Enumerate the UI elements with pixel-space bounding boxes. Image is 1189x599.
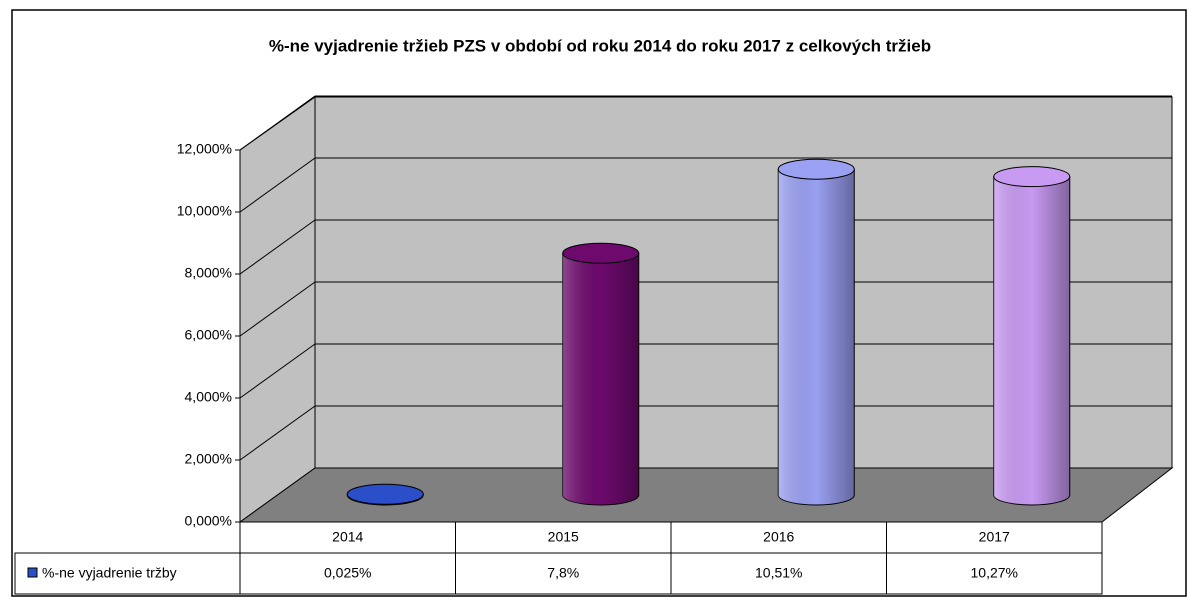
- x-tick-label: 2015: [548, 529, 579, 545]
- y-tick-label: 2,000%: [185, 451, 232, 467]
- grid-line: [239, 343, 316, 399]
- grid-line: [239, 95, 316, 151]
- y-tick-label: 0,000%: [185, 513, 232, 529]
- x-tick-label: 2016: [763, 529, 794, 545]
- grid-line: [239, 157, 316, 213]
- cylinder-top: [562, 242, 640, 264]
- cylinder-shade: [562, 253, 639, 505]
- cylinder-shade: [778, 169, 855, 505]
- value-label: 10,27%: [971, 565, 1018, 581]
- grid-line: [239, 405, 316, 461]
- cylinder-top: [346, 483, 424, 505]
- legend-label: %-ne vyjadrenie tržby: [42, 565, 177, 581]
- chart-title: %-ne vyjadrenie tržieb PZS v období od r…: [269, 36, 931, 55]
- y-tick-label: 8,000%: [185, 265, 232, 281]
- grid-line: [239, 281, 316, 337]
- legend-key: [27, 567, 38, 578]
- value-label: 10,51%: [755, 565, 802, 581]
- y-tick-label: 4,000%: [185, 389, 232, 405]
- y-tick-label: 6,000%: [185, 327, 232, 343]
- grid-line: [239, 219, 316, 275]
- cylinder-shade: [993, 176, 1070, 505]
- y-tick-label: 10,000%: [177, 203, 232, 219]
- x-tick-label: 2014: [332, 529, 363, 545]
- table-value-row: [14, 552, 1103, 595]
- value-label: 0,025%: [324, 565, 371, 581]
- cylinder-top: [993, 166, 1071, 188]
- value-label: 7,8%: [547, 565, 579, 581]
- y-tick-label: 12,000%: [177, 141, 232, 157]
- cylinder-top: [777, 158, 855, 180]
- x-tick-label: 2017: [979, 529, 1010, 545]
